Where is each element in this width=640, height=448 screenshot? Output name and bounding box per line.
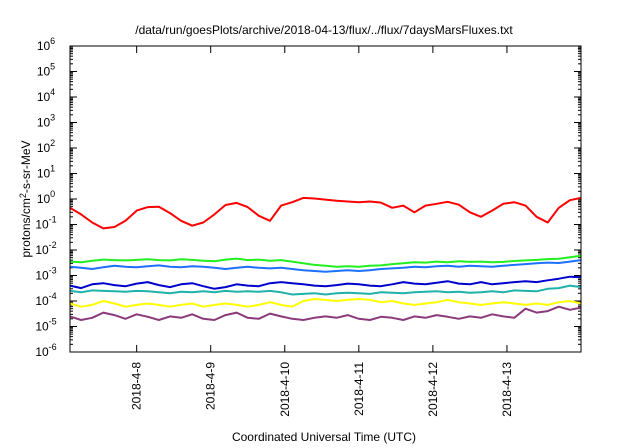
y-tick-label: 102: [37, 138, 55, 155]
y-tick-label-exponent: -1: [49, 215, 57, 225]
series-line-3: [69, 259, 582, 273]
y-tick-label-base: 10: [35, 294, 49, 308]
y-tick-label-exponent: 3: [50, 113, 55, 123]
series-line-7: [69, 305, 582, 321]
y-tick-label: 10-3: [35, 266, 56, 283]
y-tick-label-base: 10: [35, 243, 49, 257]
y-tick-label-base: 10: [37, 192, 51, 206]
y-tick-label-base: 10: [37, 90, 51, 104]
y-axis-title: protons/cm2-s-sr-MeV: [18, 140, 33, 257]
y-tick-label-base: 10: [37, 141, 51, 155]
x-tick-label: 2018-4-8: [130, 362, 144, 410]
series-line-1: [69, 196, 582, 230]
y-tick-label: 104: [37, 87, 55, 104]
y-tick-label: 10-5: [35, 317, 56, 334]
series-line-6: [69, 298, 582, 308]
y-tick-label-base: 10: [37, 167, 51, 181]
plot-frame: [69, 45, 582, 353]
y-tick-label-exponent: 4: [50, 87, 55, 97]
y-tick-label: 106: [37, 36, 55, 53]
y-tick-label: 10-2: [35, 240, 56, 257]
y-tick-label-exponent: 0: [50, 189, 55, 199]
y-tick-label: 10-1: [35, 215, 56, 232]
series-line-2: [69, 254, 582, 268]
y-tick-label-base: 10: [37, 65, 51, 79]
series-lines: [69, 196, 582, 321]
y-axis-title-rest: -s-sr-MeV: [19, 140, 33, 193]
x-tick-label: 2018-4-11: [352, 362, 366, 416]
y-tick-label-base: 10: [35, 320, 49, 334]
y-tick-label: 103: [37, 113, 55, 130]
y-tick-label: 105: [37, 62, 55, 79]
y-tick-label-exponent: -2: [49, 240, 57, 250]
y-tick-label-exponent: 6: [50, 36, 55, 46]
x-tick-label: 2018-4-13: [500, 362, 514, 417]
y-tick-label-exponent: 2: [50, 138, 55, 148]
x-tick-label: 2018-4-12: [426, 362, 440, 417]
y-tick-label-exponent: -4: [49, 291, 57, 301]
y-axis-title-main: protons/cm: [19, 198, 33, 257]
x-tick-label: 2018-4-9: [204, 362, 218, 410]
y-tick-label-base: 10: [35, 345, 49, 359]
series-line-4: [69, 275, 582, 290]
series-line-5: [69, 284, 582, 296]
y-tick-label-exponent: -5: [49, 317, 57, 327]
y-tick-label-base: 10: [35, 218, 49, 232]
y-tick-label-exponent: -6: [49, 342, 57, 352]
y-tick-label: 100: [37, 189, 55, 206]
x-axis-ticks: 2018-4-8 2018-4-9 2018-4-10 2018-4-11 2018-4…: [130, 46, 514, 417]
y-axis-title-sup: 2: [18, 193, 28, 198]
y-tick-label: 10-4: [35, 291, 56, 308]
y-tick-label-exponent: -3: [49, 266, 57, 276]
y-tick-label-exponent: 5: [50, 62, 55, 72]
y-tick-label: 101: [37, 164, 55, 181]
x-axis-title: Coordinated Universal Time (UTC): [232, 430, 416, 444]
y-tick-label-exponent: 1: [50, 164, 55, 174]
y-tick-label-base: 10: [37, 39, 51, 53]
y-tick-label-base: 10: [37, 116, 51, 130]
x-tick-label: 2018-4-10: [278, 362, 292, 417]
y-tick-label-base: 10: [35, 269, 49, 283]
chart-title: /data/run/goesPlots/archive/2018-04-13/f…: [135, 23, 513, 37]
y-tick-label: 10-6: [35, 342, 56, 359]
